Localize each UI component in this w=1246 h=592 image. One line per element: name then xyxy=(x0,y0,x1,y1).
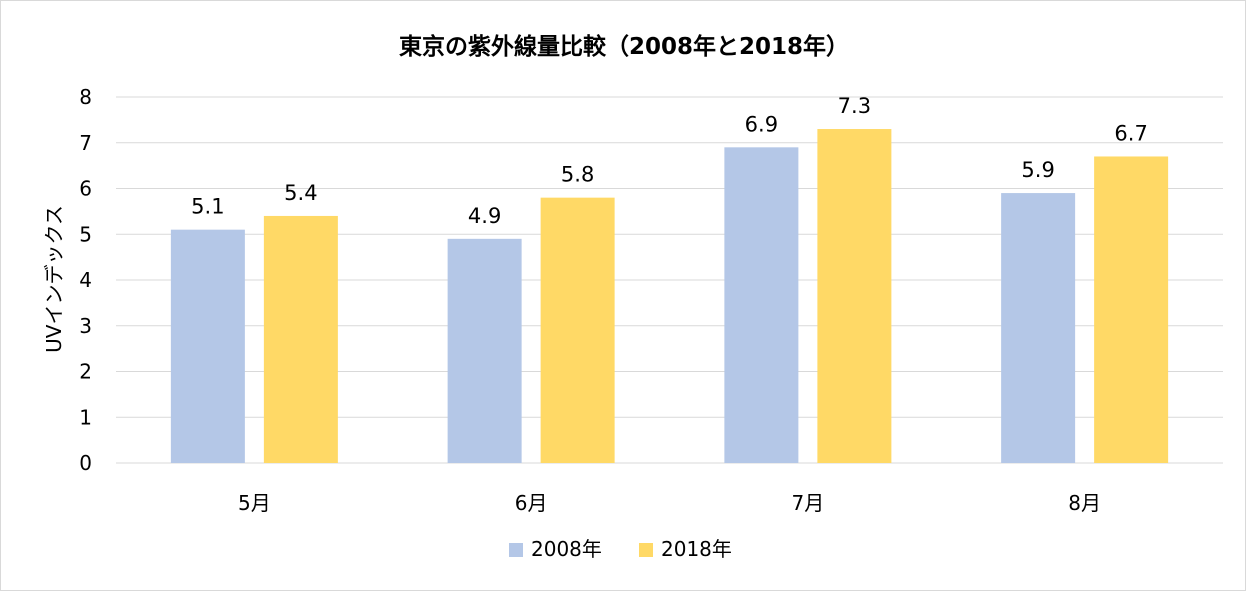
x-category-label: 5月 xyxy=(238,491,271,515)
y-tick-label: 7 xyxy=(79,131,92,155)
x-category-label: 8月 xyxy=(1068,491,1101,515)
data-label: 4.9 xyxy=(468,204,501,228)
x-axis-categories: 5月 6月 7月 8月 xyxy=(238,491,1101,515)
bar-1-4 xyxy=(1001,193,1076,463)
bar-2-1 xyxy=(263,215,338,463)
data-label: 6.7 xyxy=(1114,121,1147,145)
y-tick-label: 3 xyxy=(79,314,92,338)
bar-2-3 xyxy=(817,129,892,463)
y-tick-label: 0 xyxy=(79,451,92,475)
data-labels: 5.1 5.4 4.9 5.8 6.9 7.3 5.9 6.7 xyxy=(191,94,1148,228)
legend-swatch xyxy=(509,543,523,557)
data-label: 5.1 xyxy=(191,195,224,219)
y-tick-label: 2 xyxy=(79,360,92,384)
bar-2-4 xyxy=(1094,156,1169,463)
y-axis-title: UVインデックス xyxy=(42,205,66,353)
data-label: 7.3 xyxy=(838,94,871,118)
data-label: 6.9 xyxy=(745,112,778,136)
bar-1-2 xyxy=(447,238,522,463)
y-tick-label: 4 xyxy=(79,268,92,292)
bars xyxy=(170,129,1169,463)
x-category-label: 6月 xyxy=(515,491,548,515)
y-tick-label: 5 xyxy=(79,222,92,246)
data-label: 5.4 xyxy=(284,181,317,205)
data-label: 5.9 xyxy=(1021,158,1054,182)
legend-label: 2018年 xyxy=(661,537,732,561)
data-label: 5.8 xyxy=(561,163,594,187)
y-tick-label: 8 xyxy=(79,85,92,109)
legend-label: 2008年 xyxy=(531,537,602,561)
chart-title: 東京の紫外線量比較（2008年と2018年） xyxy=(399,33,849,60)
legend-swatch xyxy=(639,543,653,557)
y-tick-label: 1 xyxy=(79,405,92,429)
bar-1-1 xyxy=(170,229,245,463)
y-tick-label: 6 xyxy=(79,177,92,201)
legend: 2008年 2018年 xyxy=(509,537,732,561)
bar-2-2 xyxy=(540,197,615,463)
bar-1-3 xyxy=(724,147,799,463)
x-category-label: 7月 xyxy=(792,491,825,515)
y-axis-ticks: 0 1 2 3 4 5 6 7 8 xyxy=(79,85,92,475)
